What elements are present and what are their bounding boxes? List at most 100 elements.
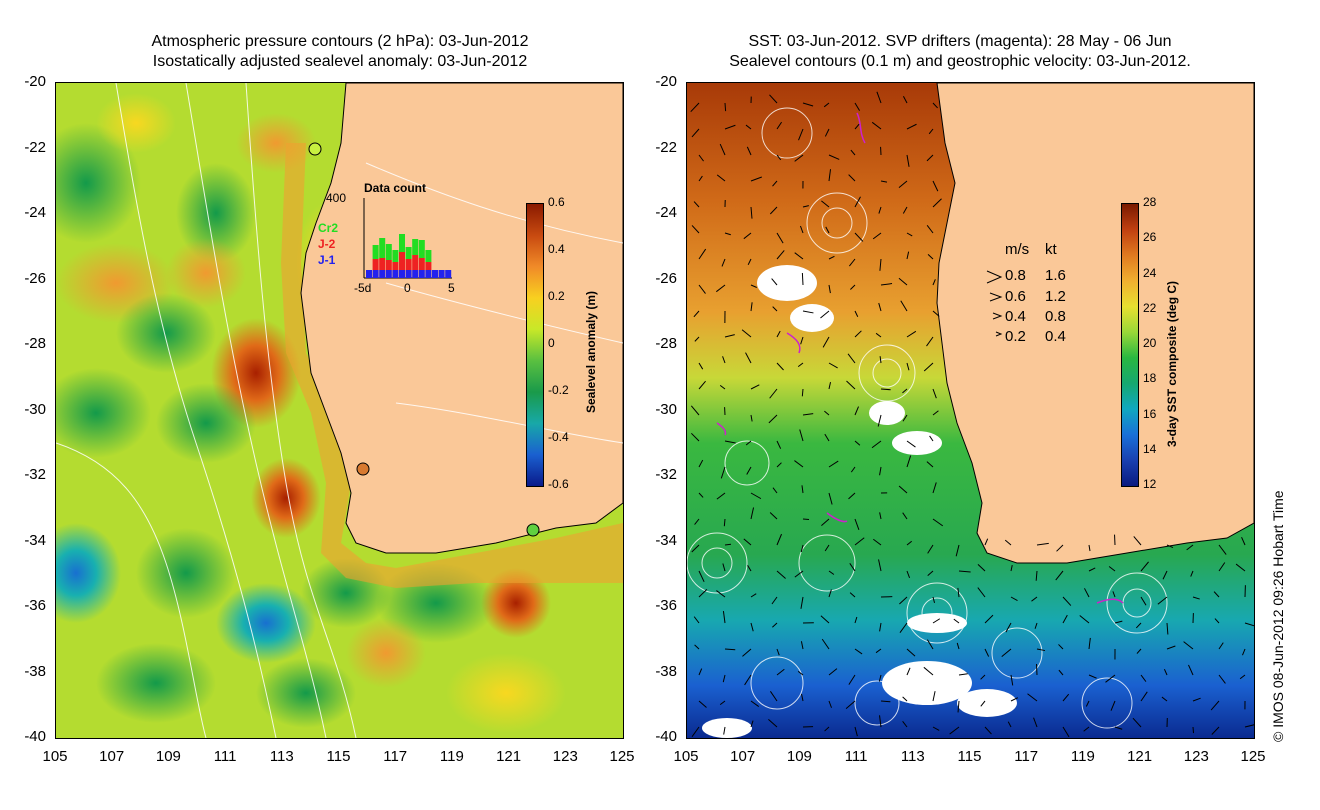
velocity-arrow [694,644,700,650]
velocity-arrow [902,414,908,422]
velocity-arrow [926,639,934,650]
y-axis-label-right: -28 [655,335,677,352]
velocity-arrow [716,492,726,500]
velocity-arrow [802,310,814,314]
y-axis-label-right: -20 [655,73,677,90]
velocity-arrow [1213,591,1220,598]
colorbar-tick-label: 14 [1143,441,1157,456]
histogram-xtick-right: 5 [448,281,455,295]
velocity-arrow [776,570,786,579]
velocity-arrow [1062,726,1070,738]
velocity-arrow [898,485,908,494]
histogram-bar-red [405,259,412,270]
histogram-bar-blue [438,270,445,278]
y-axis-label-right: -36 [655,597,677,614]
velocity-arrow [854,537,865,546]
velocity-arrow [879,715,882,728]
velocity-arrow [747,565,752,572]
velocity-arrow [902,95,908,104]
velocity-arrow [1218,562,1226,572]
x-axis-label-left: 125 [609,748,635,765]
velocity-arrow [902,206,908,214]
velocity-legend-arrows [986,270,1003,337]
velocity-arrow [854,648,863,655]
velocity-arrow [1001,648,1012,658]
velocity-arrow [772,180,778,187]
data-count-histogram [363,198,452,279]
histogram-bar-blue [379,270,386,278]
velocity-arrow [768,719,778,728]
velocity-arrow [828,570,835,575]
colorbar-tick-label: 0.6 [548,195,565,209]
velocity-arrow [926,154,934,162]
velocity-arrow [956,642,960,650]
histogram-bar-green [385,244,392,260]
velocity-arrow [928,128,934,135]
velocity-arrow [1010,565,1013,572]
y-axis-label-left: -36 [24,597,46,614]
velocity-arrow [698,154,704,162]
velocity-arrow [1062,693,1070,702]
velocity-arrow [932,180,939,192]
velocity-legend-kt-3: 0.8 [1045,308,1066,325]
velocity-arrow [724,334,735,338]
velocity-arrow [722,356,726,364]
series-label-cr2: Cr2 [318,221,339,235]
velocity-arrow [854,616,858,624]
velocity-arrow [698,700,707,708]
histogram-bar-blue [425,270,432,278]
x-axis-label-right: 109 [786,748,812,765]
velocity-arrow [828,169,832,182]
velocity-arrow [1136,648,1142,654]
y-axis-label-right: -40 [655,728,677,745]
velocity-arrow [794,570,804,578]
velocity-arrow [877,414,882,427]
velocity-arrow [1192,697,1201,702]
y-axis-label-right: -38 [655,662,677,680]
velocity-arrow [724,543,732,546]
velocity-legend-ms-4: 0.2 [1005,328,1026,345]
velocity-arrow [750,507,755,520]
velocity-arrow [723,726,726,735]
velocity-arrow [828,668,838,676]
velocity-arrow [776,232,784,244]
velocity-arrow [980,700,986,707]
velocity-arrow [828,589,832,598]
colorbar-tick-label: 28 [1143,195,1157,209]
velocity-arrow [1083,726,1090,732]
y-axis-label-left: -38 [24,662,46,680]
velocity-arrow [1163,668,1168,676]
velocity-arrow [1036,648,1046,652]
colorbar-tick-label: 24 [1143,265,1157,280]
geostrophic-velocity-arrows [690,91,1254,738]
velocity-arrow [1218,674,1226,684]
histogram-bar-blue [399,270,405,278]
velocity-arrow [879,258,882,271]
x-axis-label-left: 111 [213,748,237,765]
y-axis-label-left: -30 [24,400,46,418]
velocity-arrow [698,380,706,390]
velocity-arrow [1114,620,1123,624]
velocity-arrow [906,570,911,579]
velocity-arrow [746,466,752,475]
y-axis-label-right: -30 [655,400,677,418]
velocity-legend-header-kt: kt [1045,241,1057,258]
velocity-arrow [800,641,804,650]
x-axis-label-right: 121 [1127,748,1153,765]
velocity-arrow [722,611,726,624]
velocity-arrow [932,596,936,603]
velocity-arrow [724,440,736,444]
x-axis-label-left: 109 [155,748,181,765]
velocity-arrow [802,413,814,416]
velocity-arrow [772,622,778,628]
velocity-arrow [745,124,752,130]
velocity-arrow [984,538,989,546]
velocity-arrow [1088,567,1096,572]
velocity-arrow [854,518,860,530]
velocity-arrow [1140,596,1147,606]
velocity-arrow [1031,596,1038,602]
histogram-xtick-left: -5d [354,281,372,295]
velocity-arrow [899,596,908,605]
pressure-contours [56,83,623,738]
histogram-bar-green [392,250,399,262]
